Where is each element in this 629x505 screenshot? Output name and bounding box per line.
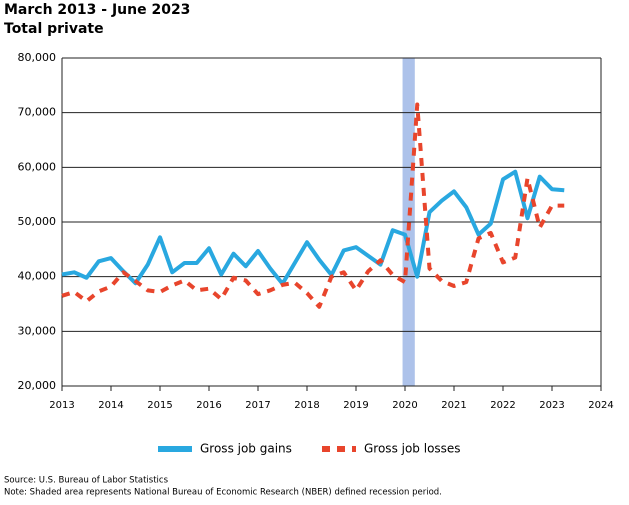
x-tick-label: 2018 [294, 400, 319, 411]
chart-subtitle: Total private [4, 21, 104, 37]
y-tick-label: 30,000 [18, 324, 57, 337]
legend-label: Gross job gains [200, 442, 292, 456]
chart-title: March 2013 - June 2023 [4, 2, 190, 18]
x-tick-label: 2021 [441, 400, 466, 411]
series-line [61, 169, 565, 286]
y-tick-label: 40,000 [18, 270, 57, 283]
y-tick-label: 60,000 [18, 160, 57, 173]
y-tick-label: 70,000 [18, 106, 57, 119]
x-tick-label: 2014 [98, 400, 123, 411]
legend-label: Gross job losses [364, 442, 461, 456]
y-tick-label: 50,000 [18, 215, 57, 228]
x-tick-label: 2016 [196, 400, 221, 411]
x-tick-label: 2024 [588, 400, 613, 411]
x-tick-label: 2013 [49, 400, 74, 411]
x-tick-label: 2022 [490, 400, 515, 411]
x-tick-label: 2017 [245, 400, 270, 411]
x-tick-label: 2019 [343, 400, 368, 411]
x-tick-label: 2015 [147, 400, 172, 411]
series-line [61, 102, 565, 309]
y-tick-label: 80,000 [18, 51, 57, 64]
recession-note: Note: Shaded area represents National Bu… [4, 488, 442, 498]
x-tick-label: 2020 [392, 400, 417, 411]
source-note: Source: U.S. Bureau of Labor Statistics [4, 476, 169, 486]
x-tick-label: 2023 [539, 400, 564, 411]
y-tick-label: 20,000 [18, 379, 57, 392]
